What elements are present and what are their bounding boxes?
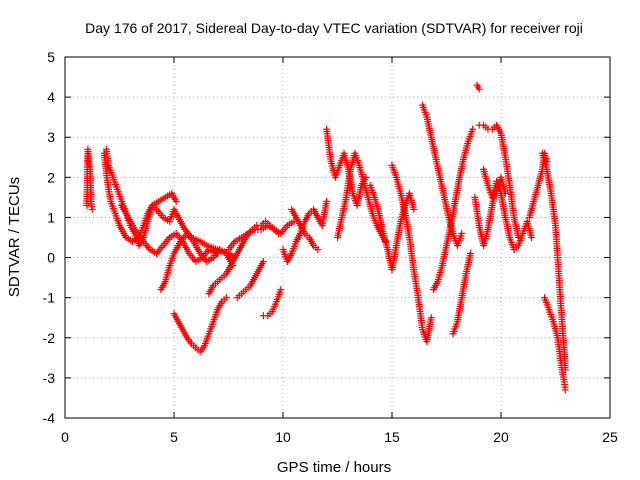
data-point — [259, 258, 267, 266]
data-point — [172, 197, 180, 205]
data-point — [561, 386, 569, 394]
y-axis-label: SDTVAR / TECUs — [6, 177, 23, 297]
data-point — [475, 85, 483, 93]
data-point — [469, 125, 477, 133]
data-point — [222, 294, 230, 302]
plot-frame — [64, 56, 611, 419]
y-tick-label: -4 — [43, 410, 56, 426]
x-axis-label: GPS time / hours — [277, 459, 391, 476]
axis-ticks: 0 5 10 15 20 25 -4 -3 -2 -1 0 1 2 3 4 5 — [43, 49, 618, 445]
y-tick-label: -1 — [43, 290, 56, 306]
x-tick-label: 25 — [602, 429, 618, 445]
data-point — [466, 250, 474, 258]
data-point — [88, 205, 96, 213]
x-tick-label: 5 — [170, 429, 178, 445]
data-point — [427, 314, 435, 322]
y-tick-label: 4 — [47, 89, 55, 105]
y-tick-label: 0 — [47, 250, 55, 266]
data-point — [528, 234, 536, 241]
y-tick-label: -2 — [43, 330, 56, 346]
x-tick-label: 10 — [275, 429, 291, 445]
y-tick-label: 2 — [47, 169, 55, 185]
data-point — [277, 286, 285, 294]
data-point — [323, 197, 331, 205]
data-point — [314, 246, 322, 254]
data-point — [410, 205, 418, 213]
y-tick-label: 5 — [47, 49, 55, 65]
x-tick-label: 15 — [384, 429, 400, 445]
data-point — [458, 229, 466, 237]
data-points — [83, 81, 569, 394]
chart-title: Day 176 of 2017, Sidereal Day-to-day VTE… — [85, 20, 583, 36]
y-tick-label: 3 — [47, 129, 55, 145]
y-tick-label: 1 — [47, 209, 55, 225]
y-tick-label: -3 — [43, 370, 56, 386]
x-tick-label: 20 — [493, 429, 509, 445]
x-tick-label: 0 — [61, 429, 69, 445]
data-point — [501, 189, 509, 197]
